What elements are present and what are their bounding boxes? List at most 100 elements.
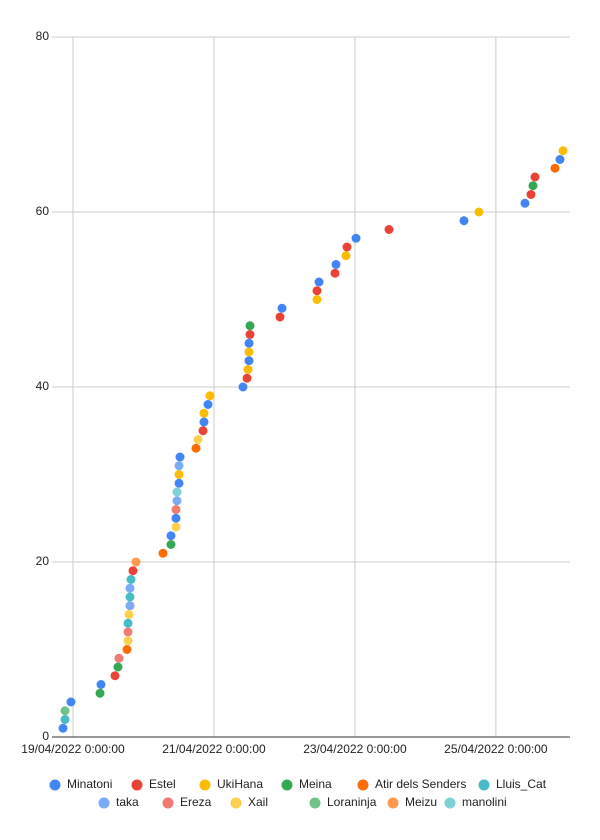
legend-marker bbox=[444, 797, 456, 809]
point bbox=[158, 548, 168, 558]
point bbox=[123, 636, 133, 646]
x-tick-label: 19/04/2022 0:00:00 bbox=[21, 742, 125, 756]
point bbox=[122, 645, 132, 654]
point bbox=[244, 347, 254, 357]
point bbox=[558, 146, 568, 156]
point bbox=[244, 356, 254, 366]
point bbox=[95, 688, 105, 698]
point bbox=[125, 601, 135, 611]
point bbox=[171, 522, 181, 532]
point bbox=[125, 592, 135, 602]
legend-marker bbox=[49, 779, 61, 791]
point bbox=[66, 697, 76, 707]
point bbox=[243, 365, 253, 374]
legend-label: taka bbox=[116, 795, 139, 809]
y-tick-label: 80 bbox=[36, 29, 50, 43]
legend-marker bbox=[98, 797, 110, 809]
legend-marker bbox=[199, 779, 211, 791]
y-tick-label: 60 bbox=[36, 204, 50, 218]
point bbox=[275, 312, 285, 322]
x-tick-label: 25/04/2022 0:00:00 bbox=[444, 742, 548, 756]
legend-label: Ereza bbox=[180, 795, 212, 809]
point bbox=[60, 706, 70, 716]
y-tick-label: 20 bbox=[36, 554, 50, 568]
point bbox=[199, 417, 209, 427]
legend-label: Lluis_Cat bbox=[496, 777, 547, 791]
point bbox=[341, 251, 351, 261]
y-tick-label: 0 bbox=[42, 729, 49, 743]
point bbox=[528, 181, 538, 191]
point bbox=[128, 566, 138, 576]
legend-marker bbox=[281, 779, 293, 791]
legend-marker bbox=[478, 779, 490, 791]
point bbox=[172, 487, 182, 497]
x-tick-label: 23/04/2022 0:00:00 bbox=[303, 742, 407, 756]
point bbox=[459, 216, 469, 226]
point bbox=[123, 618, 133, 628]
point bbox=[123, 627, 133, 637]
legend-label: Minatoni bbox=[67, 777, 112, 791]
point bbox=[191, 443, 201, 453]
point bbox=[126, 575, 136, 584]
point bbox=[58, 723, 68, 733]
legend-label: Loraninja bbox=[327, 795, 377, 809]
point bbox=[175, 452, 185, 462]
point bbox=[171, 513, 181, 523]
legend-marker bbox=[230, 797, 242, 809]
legend-label: UkiHana bbox=[217, 777, 263, 791]
point bbox=[205, 391, 215, 401]
point bbox=[114, 653, 124, 663]
point bbox=[242, 373, 252, 383]
legend-label: Meina bbox=[299, 777, 332, 791]
point bbox=[277, 303, 287, 313]
point bbox=[166, 540, 176, 549]
legend-marker bbox=[387, 797, 399, 809]
point bbox=[113, 662, 123, 672]
point bbox=[174, 461, 184, 471]
point bbox=[124, 610, 134, 619]
point bbox=[331, 260, 341, 269]
legend-label: Atir dels Senders bbox=[375, 777, 466, 791]
point bbox=[330, 268, 340, 278]
legend-label: Xail bbox=[248, 795, 268, 809]
legend-marker bbox=[162, 797, 174, 809]
point bbox=[530, 172, 540, 182]
legend-label: manolini bbox=[462, 795, 507, 809]
point bbox=[238, 382, 248, 392]
point bbox=[131, 557, 141, 567]
point bbox=[526, 190, 536, 199]
point bbox=[384, 225, 394, 234]
point bbox=[550, 163, 560, 173]
point bbox=[244, 338, 254, 348]
x-tick-label: 21/04/2022 0:00:00 bbox=[162, 742, 266, 756]
point bbox=[199, 408, 209, 418]
point bbox=[172, 496, 182, 506]
legend-marker bbox=[357, 779, 369, 791]
legend-marker bbox=[309, 797, 321, 809]
point bbox=[312, 295, 322, 304]
point bbox=[203, 400, 213, 409]
point bbox=[198, 426, 208, 436]
point bbox=[166, 531, 176, 541]
point bbox=[174, 470, 184, 479]
point bbox=[96, 680, 106, 689]
point bbox=[520, 198, 530, 208]
point bbox=[474, 207, 484, 217]
point bbox=[171, 505, 181, 514]
point bbox=[312, 286, 322, 296]
point bbox=[125, 583, 135, 593]
point bbox=[245, 330, 255, 339]
point bbox=[174, 478, 184, 488]
point bbox=[193, 435, 203, 444]
point bbox=[555, 155, 565, 164]
legend-label: Meizu bbox=[405, 795, 437, 809]
point bbox=[314, 277, 324, 287]
point bbox=[245, 321, 255, 331]
legend-label: Estel bbox=[149, 777, 176, 791]
point bbox=[60, 715, 70, 724]
point bbox=[342, 242, 352, 252]
legend-marker bbox=[131, 779, 143, 791]
point bbox=[110, 671, 120, 681]
y-tick-label: 40 bbox=[36, 379, 50, 393]
